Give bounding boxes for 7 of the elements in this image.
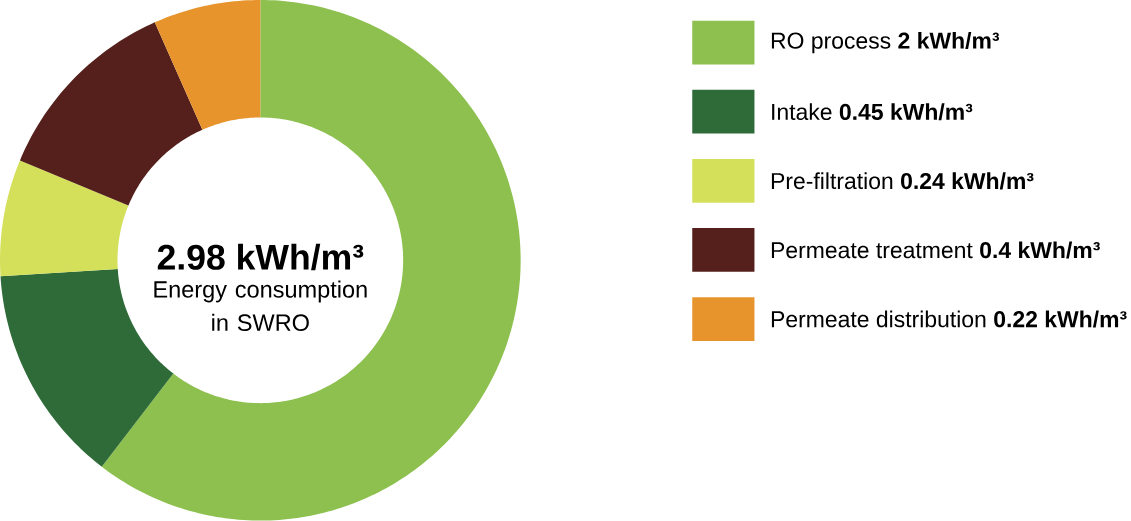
- legend-label: Intake 0.45 kWh/m³: [772, 103, 973, 121]
- legend-label: Permeate treatment 0.4 kWh/m³: [771, 241, 1100, 259]
- legend-label: Permeate distribution 0.22 kWh/m³: [771, 310, 1127, 328]
- text: 2.98 kWh/m³: [157, 243, 364, 271]
- legend-label: RO process 2 kWh/m³: [771, 32, 1000, 54]
- text: Energy consumption in SWRO: [154, 280, 367, 332]
- legend-label: Pre-filtration 0.24 kWh/m³: [771, 172, 1034, 190]
